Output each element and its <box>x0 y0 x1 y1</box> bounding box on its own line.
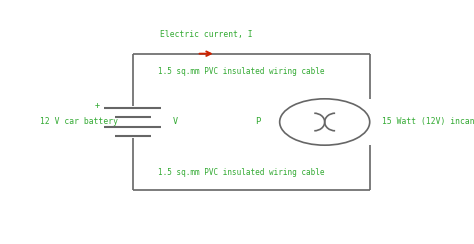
Text: 15 Watt (12V) incandescent lamp: 15 Watt (12V) incandescent lamp <box>382 118 474 126</box>
Text: +: + <box>94 101 100 110</box>
Text: Electric current, I: Electric current, I <box>160 30 253 39</box>
Text: 12 V car battery: 12 V car battery <box>40 118 118 126</box>
Text: V: V <box>173 118 178 126</box>
Text: 1.5 sq.mm PVC insulated wiring cable: 1.5 sq.mm PVC insulated wiring cable <box>158 67 325 76</box>
Text: 1.5 sq.mm PVC insulated wiring cable: 1.5 sq.mm PVC insulated wiring cable <box>158 168 325 177</box>
Text: P: P <box>255 118 261 126</box>
